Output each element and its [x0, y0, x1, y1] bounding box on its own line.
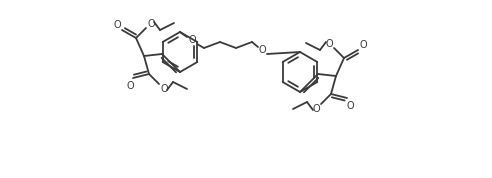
Text: O: O	[160, 84, 168, 94]
Text: O: O	[346, 101, 354, 111]
Text: O: O	[126, 81, 134, 91]
Text: O: O	[147, 19, 155, 29]
Text: O: O	[359, 40, 367, 50]
Text: O: O	[188, 35, 196, 45]
Text: O: O	[312, 104, 320, 114]
Text: O: O	[258, 45, 266, 55]
Text: O: O	[325, 39, 333, 49]
Text: O: O	[113, 20, 121, 30]
